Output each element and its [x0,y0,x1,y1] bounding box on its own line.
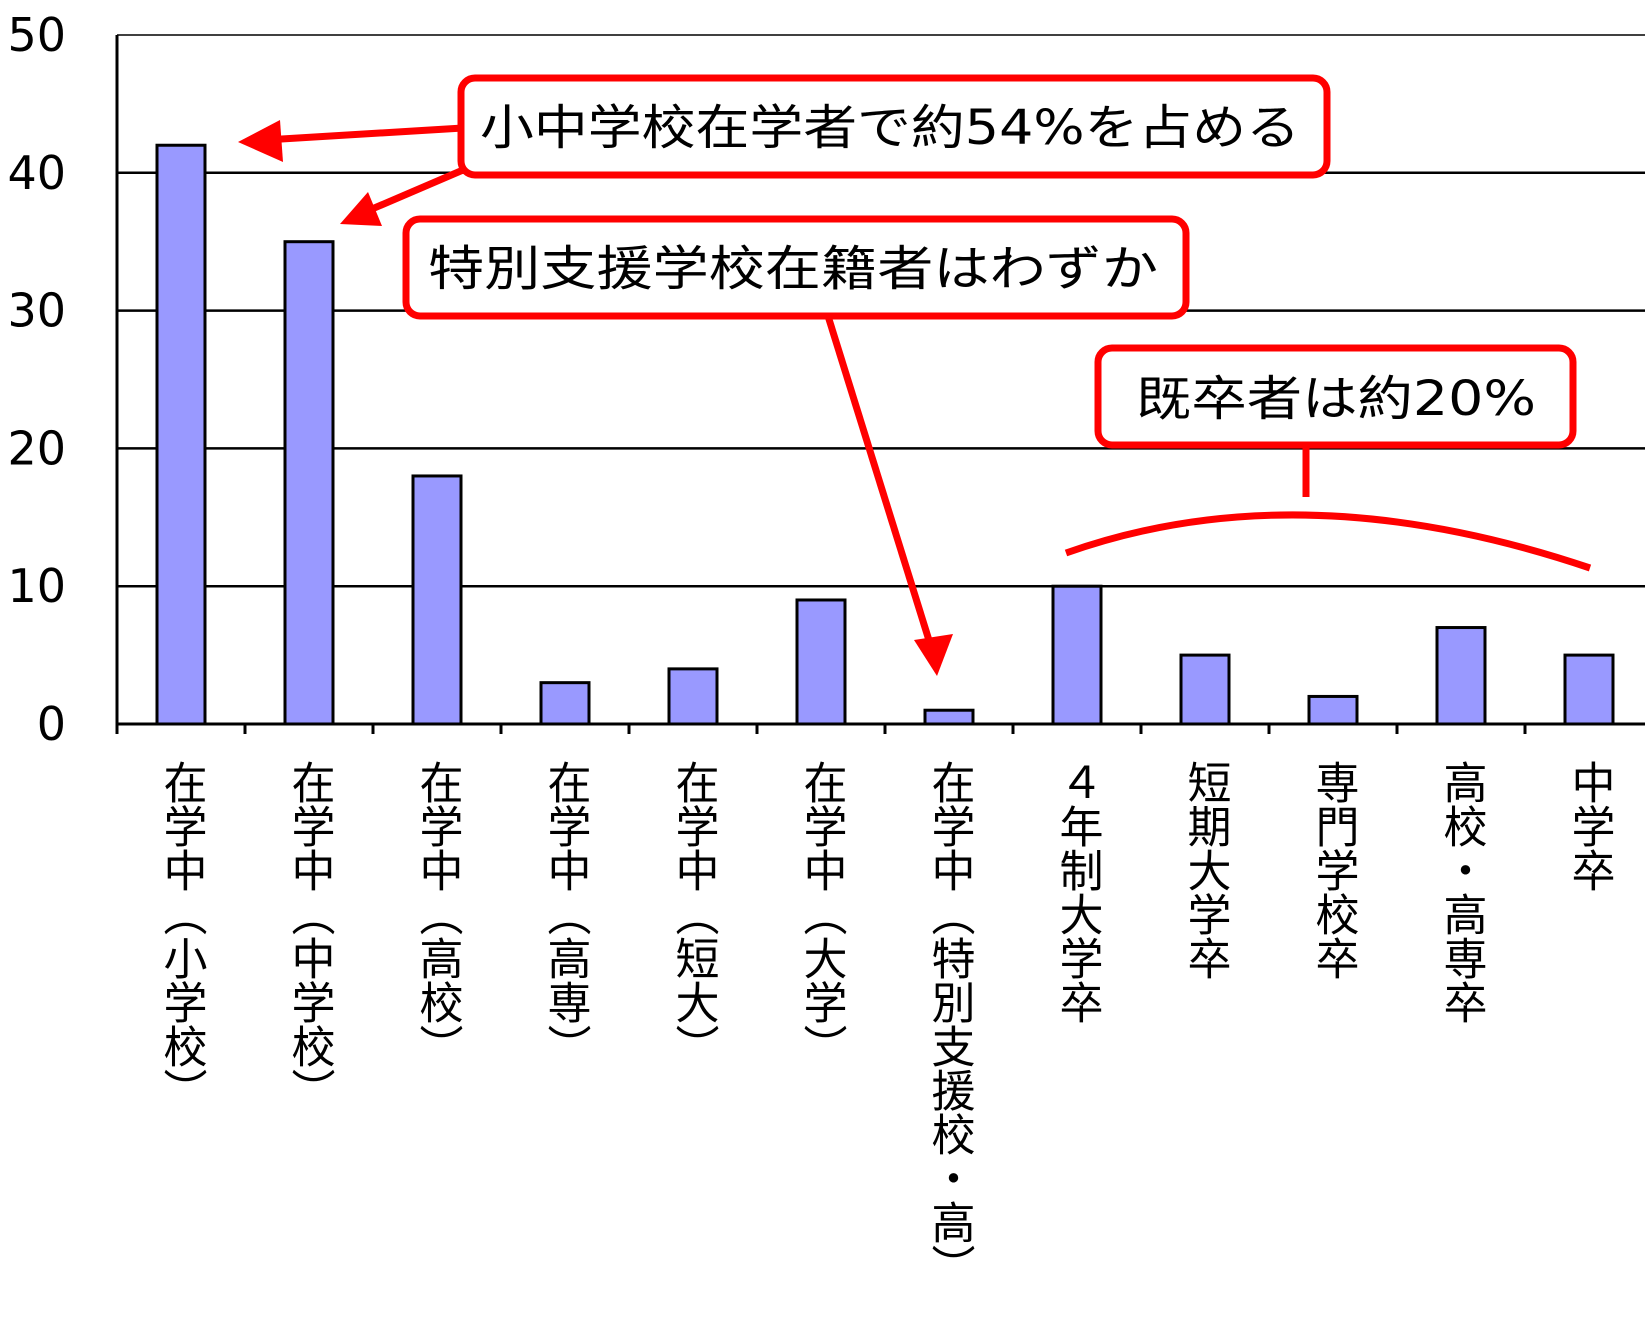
y-tick-label: 40 [7,146,66,200]
bar [667,667,719,726]
category-label: 中学卒 [1564,760,1615,892]
bar [411,474,463,726]
bar [1051,584,1103,726]
y-tick-label: 20 [7,421,66,475]
category-labels: 在学中（小学校） 在学中（中学校） 在学中（高校） 在学中（高専） 在学中（短大） 在学中… [156,760,1615,1288]
bar [1307,694,1359,726]
arrow-to-special-support-bar [824,314,936,652]
arrow-to-junior-bar [363,166,465,216]
bar [539,681,591,726]
arrowhead-junior [340,192,382,226]
category-label: 在学中（特別支援校・高） [924,760,975,1288]
callout-label-graduates: 既卒者は約20% [1136,371,1536,427]
callout-graduates: 既卒者は約20% [1064,344,1592,572]
bar [155,143,207,726]
bars [155,143,1615,726]
y-axis-ticks: 0 10 20 30 40 50 [7,8,66,751]
y-tick-label: 0 [37,697,66,751]
bar [795,598,847,726]
bar [1563,653,1615,726]
callout-box-elementary-junior [457,74,1331,179]
category-label: 在学中（短大） [668,760,719,1068]
bar [1179,653,1231,726]
bar [283,240,335,726]
category-label: 在学中（高校） [412,760,463,1068]
arrowhead-special-support [914,634,953,676]
category-label: 在学中（小学校） [156,760,207,1112]
category-label: 短期大学卒 [1180,760,1231,980]
category-label: 高校・高専卒 [1436,760,1487,1024]
y-tick-label: 10 [7,559,66,613]
category-label: 在学中（中学校） [284,760,335,1112]
category-label: 在学中（大学） [796,760,847,1068]
y-tick-label: 50 [7,8,66,62]
callout-label-special-support: 特別支援学校在籍者はわずか [428,241,1158,297]
callout-special-support: 特別支援学校在籍者はわずか [402,215,1190,676]
callout-label-elementary-junior: 小中学校在学者で約54%を占める [480,100,1300,156]
callout-elementary-junior: 小中学校在学者で約54%を占める [238,74,1331,226]
category-label: ４年制大学卒 [1052,760,1103,1024]
arrowhead-elementary [238,120,283,162]
x-axis-tick-marks [115,724,1527,734]
callout-box-graduates [1094,344,1577,449]
category-label: 在学中（高専） [540,760,591,1068]
y-tick-label: 30 [7,284,66,338]
callout-box-special-support [402,215,1190,320]
graduates-bracket [1064,511,1592,572]
bar [1435,626,1487,726]
bar [923,708,975,726]
arrow-to-elementary-bar [264,124,464,144]
category-label: 専門学校卒 [1308,760,1359,980]
